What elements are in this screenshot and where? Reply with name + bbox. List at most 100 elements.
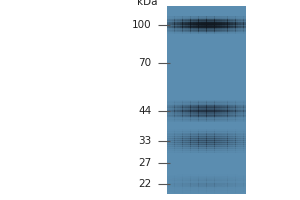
Bar bbox=[167, 146, 170, 147]
Bar bbox=[167, 183, 170, 184]
Bar bbox=[185, 140, 188, 141]
Bar bbox=[236, 150, 238, 151]
Bar bbox=[227, 146, 230, 147]
Bar bbox=[212, 118, 214, 119]
Bar bbox=[241, 109, 244, 110]
Bar bbox=[214, 129, 217, 130]
Bar bbox=[172, 121, 175, 122]
Bar bbox=[180, 130, 183, 131]
Bar bbox=[201, 105, 204, 106]
Bar bbox=[227, 151, 230, 152]
Bar bbox=[193, 148, 196, 149]
Bar bbox=[209, 186, 212, 187]
Bar bbox=[193, 20, 196, 21]
Bar bbox=[175, 177, 177, 178]
Bar bbox=[204, 19, 207, 20]
Bar bbox=[220, 120, 223, 121]
Bar bbox=[209, 150, 212, 151]
Bar bbox=[241, 107, 244, 108]
Bar bbox=[230, 101, 233, 102]
Bar bbox=[233, 18, 236, 19]
Bar bbox=[230, 105, 233, 106]
Bar bbox=[233, 30, 236, 31]
Bar bbox=[169, 182, 172, 183]
Bar bbox=[243, 115, 246, 116]
Bar bbox=[206, 30, 209, 31]
Bar bbox=[230, 144, 233, 145]
Bar bbox=[238, 105, 241, 106]
Bar bbox=[243, 118, 246, 119]
Bar bbox=[193, 182, 196, 183]
Bar bbox=[243, 107, 246, 108]
Bar bbox=[214, 115, 217, 116]
Bar bbox=[190, 151, 193, 152]
Bar bbox=[206, 144, 209, 145]
Bar bbox=[180, 134, 183, 135]
Bar bbox=[238, 21, 241, 22]
Bar bbox=[185, 144, 188, 145]
Bar bbox=[209, 30, 212, 31]
Bar bbox=[212, 191, 214, 192]
Bar bbox=[177, 30, 180, 31]
Bar bbox=[169, 102, 172, 103]
Bar bbox=[230, 135, 233, 136]
Bar bbox=[233, 116, 236, 117]
Bar bbox=[193, 117, 196, 118]
Bar bbox=[198, 28, 201, 29]
Bar bbox=[196, 191, 199, 192]
Bar bbox=[185, 114, 188, 115]
Bar bbox=[227, 111, 230, 112]
Bar bbox=[198, 135, 201, 136]
Bar bbox=[236, 148, 238, 149]
Bar bbox=[230, 103, 233, 104]
Bar bbox=[188, 119, 191, 120]
Bar bbox=[243, 179, 246, 180]
Bar bbox=[222, 33, 225, 34]
Bar bbox=[169, 140, 172, 141]
Bar bbox=[220, 118, 223, 119]
Bar bbox=[180, 118, 183, 119]
Bar bbox=[233, 186, 236, 187]
Bar bbox=[175, 19, 177, 20]
Bar bbox=[193, 140, 196, 141]
Bar bbox=[182, 138, 185, 139]
Bar bbox=[182, 16, 185, 17]
Bar bbox=[225, 183, 228, 184]
Bar bbox=[212, 179, 214, 180]
Bar bbox=[182, 21, 185, 22]
Bar bbox=[188, 130, 191, 131]
Bar bbox=[204, 177, 207, 178]
Bar bbox=[175, 117, 177, 118]
Bar bbox=[206, 137, 209, 138]
Bar bbox=[167, 20, 170, 21]
Bar bbox=[214, 23, 217, 24]
Bar bbox=[172, 25, 175, 26]
Bar bbox=[243, 142, 246, 143]
Bar bbox=[230, 191, 233, 192]
Bar bbox=[204, 121, 207, 122]
Bar bbox=[238, 132, 241, 133]
Bar bbox=[238, 176, 241, 177]
Bar bbox=[238, 26, 241, 27]
Bar bbox=[182, 183, 185, 184]
Bar bbox=[190, 191, 193, 192]
Bar bbox=[175, 23, 177, 24]
Bar bbox=[243, 131, 246, 132]
Bar bbox=[201, 18, 204, 19]
Bar bbox=[238, 24, 241, 25]
Bar bbox=[230, 100, 233, 101]
Bar bbox=[177, 138, 180, 139]
Bar bbox=[206, 148, 209, 149]
Bar bbox=[180, 115, 183, 116]
Bar bbox=[241, 152, 244, 153]
Bar bbox=[212, 177, 214, 178]
Bar bbox=[172, 108, 175, 109]
Bar bbox=[198, 152, 201, 153]
Bar bbox=[190, 17, 193, 18]
Bar bbox=[238, 104, 241, 105]
Bar bbox=[230, 133, 233, 134]
Bar bbox=[225, 107, 228, 108]
Bar bbox=[227, 112, 230, 113]
Bar bbox=[196, 131, 199, 132]
Bar bbox=[180, 192, 183, 193]
